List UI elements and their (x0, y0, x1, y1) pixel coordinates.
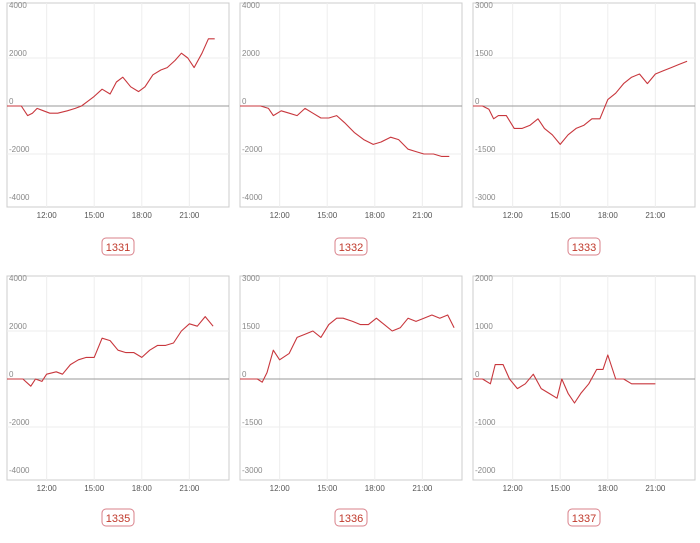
series-line (7, 316, 214, 387)
y-tick-label: 1000 (475, 322, 493, 331)
y-tick-label: -2000 (9, 418, 30, 427)
x-tick-label: 21:00 (179, 484, 200, 493)
series-line (473, 60, 688, 145)
chart-frame (472, 2, 696, 208)
y-tick-label: -1500 (242, 418, 263, 427)
chart-label-text: 1333 (572, 242, 596, 254)
chart-panel-1333: 3000 1500 0 -1500 -3000 12:00 15:00 18:00 21:00 1… (472, 1, 696, 256)
y-tick-label: 4000 (9, 1, 27, 10)
x-tick-label: 15:00 (84, 484, 105, 493)
chart-label-text: 1332 (339, 242, 363, 254)
x-tick-label: 12:00 (503, 484, 524, 493)
y-tick-label: -1000 (475, 418, 496, 427)
chart-frame (239, 275, 463, 481)
chart-panel-1331: 4000 2000 0 -2000 -4000 12:00 15:00 18:00 21:00 1… (6, 1, 230, 256)
y-tick-label: 1500 (242, 322, 260, 331)
x-tick-label: 12:00 (270, 211, 291, 220)
chart-panel-1332: 4000 2000 0 -2000 -4000 12:00 15:00 18:00 21:00 1… (239, 1, 463, 256)
x-tick-label: 21:00 (412, 484, 433, 493)
x-tick-label: 12:00 (270, 484, 291, 493)
x-tick-label: 12:00 (37, 484, 58, 493)
x-tick-label: 21:00 (645, 484, 666, 493)
y-tick-label: 1500 (475, 49, 493, 58)
y-tick-label: 2000 (242, 49, 260, 58)
x-tick-label: 12:00 (503, 211, 524, 220)
y-tick-label: 0 (242, 97, 247, 106)
chart-label-text: 1335 (106, 513, 130, 525)
y-tick-label: 0 (9, 370, 14, 379)
x-tick-label: 18:00 (598, 484, 619, 493)
y-tick-label: 3000 (475, 1, 493, 10)
y-tick-label: -2000 (9, 145, 30, 154)
x-tick-label: 18:00 (132, 211, 153, 220)
x-tick-label: 15:00 (84, 211, 105, 220)
chart-label-badge (101, 237, 135, 256)
y-tick-label: -2000 (242, 145, 263, 154)
chart-panel-1335: 4000 2000 0 -2000 -4000 12:00 15:00 18:00 21:00 1… (6, 274, 230, 527)
y-tick-label: 2000 (9, 49, 27, 58)
x-tick-label: 15:00 (317, 484, 338, 493)
y-tick-label: 4000 (242, 1, 260, 10)
y-tick-label: 3000 (242, 274, 260, 283)
x-tick-label: 15:00 (317, 211, 338, 220)
chart-frame (472, 275, 696, 481)
y-tick-label: 4000 (9, 274, 27, 283)
y-tick-label: 0 (242, 370, 247, 379)
chart-label-text: 1331 (106, 242, 130, 254)
x-tick-label: 18:00 (365, 484, 386, 493)
y-tick-label: -4000 (242, 193, 263, 202)
series-line (7, 38, 215, 117)
y-tick-label: -2000 (475, 466, 496, 475)
y-tick-label: -3000 (475, 193, 496, 202)
y-tick-label: 0 (475, 97, 480, 106)
chart-frame (239, 2, 463, 208)
chart-label-badge (334, 508, 368, 527)
x-tick-label: 18:00 (365, 211, 386, 220)
chart-label-badge (567, 237, 601, 256)
x-tick-label: 18:00 (598, 211, 619, 220)
chart-label-text: 1337 (572, 513, 596, 525)
y-tick-label: -1500 (475, 145, 496, 154)
chart-label-badge (101, 508, 135, 527)
y-tick-label: -4000 (9, 466, 30, 475)
x-tick-label: 15:00 (550, 484, 571, 493)
chart-panel-1337: 2000 1000 0 -1000 -2000 12:00 15:00 18:00 21:00 1… (472, 274, 696, 527)
x-tick-label: 21:00 (179, 211, 200, 220)
chart-label-badge (334, 237, 368, 256)
x-tick-label: 12:00 (37, 211, 58, 220)
y-tick-label: 0 (9, 97, 14, 106)
chart-frame (6, 275, 230, 481)
series-line (240, 314, 455, 383)
series-line (473, 354, 656, 404)
x-tick-label: 21:00 (645, 211, 666, 220)
x-tick-label: 21:00 (412, 211, 433, 220)
chart-panel-1336: 3000 1500 0 -1500 -3000 12:00 15:00 18:00 21:00 1… (239, 274, 463, 527)
x-tick-label: 18:00 (132, 484, 153, 493)
chart-label-text: 1336 (339, 513, 363, 525)
series-line (240, 105, 450, 157)
y-tick-label: 0 (475, 370, 480, 379)
y-tick-label: 2000 (9, 322, 27, 331)
y-tick-label: -3000 (242, 466, 263, 475)
y-tick-label: -4000 (9, 193, 30, 202)
chart-frame (6, 2, 230, 208)
y-tick-label: 2000 (475, 274, 493, 283)
chart-label-badge (567, 508, 601, 527)
x-tick-label: 15:00 (550, 211, 571, 220)
